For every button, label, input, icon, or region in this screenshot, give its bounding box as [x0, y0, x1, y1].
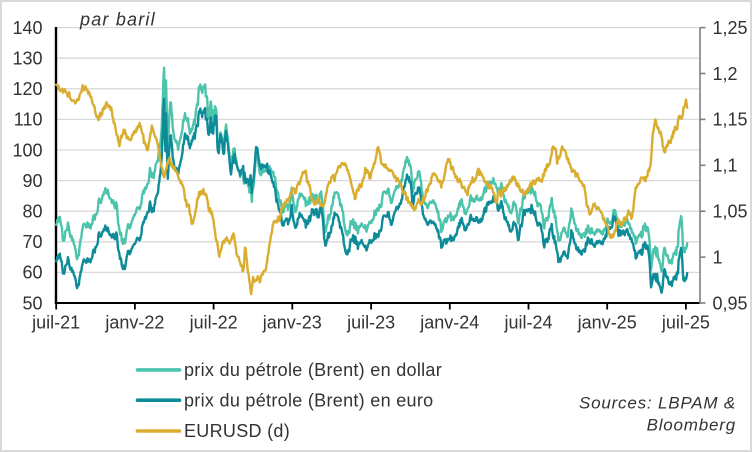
svg-text:1,2: 1,2 — [713, 64, 738, 84]
svg-text:janv-22: janv-22 — [104, 313, 164, 333]
svg-text:1,05: 1,05 — [713, 202, 748, 222]
svg-text:100: 100 — [12, 140, 42, 160]
svg-text:juil-23: juil-23 — [346, 313, 395, 333]
svg-text:Sources: LBPAM &: Sources: LBPAM & — [579, 394, 736, 413]
svg-text:EURUSD (d): EURUSD (d) — [184, 421, 290, 441]
svg-text:juil-25: juil-25 — [661, 313, 710, 333]
svg-text:110: 110 — [14, 110, 43, 130]
svg-text:1,1: 1,1 — [713, 156, 738, 176]
svg-text:80: 80 — [22, 202, 42, 222]
svg-text:Bloomberg: Bloomberg — [647, 416, 736, 435]
svg-text:juil-21: juil-21 — [31, 313, 80, 333]
svg-text:janv-25: janv-25 — [577, 313, 637, 333]
svg-text:50: 50 — [22, 293, 42, 313]
svg-text:1: 1 — [713, 247, 723, 267]
svg-text:1,15: 1,15 — [713, 110, 748, 130]
svg-text:prix du pétrole (Brent) en dol: prix du pétrole (Brent) en dollar — [184, 360, 442, 380]
svg-text:janv-24: janv-24 — [419, 313, 479, 333]
svg-text:60: 60 — [22, 263, 42, 283]
svg-text:1,25: 1,25 — [713, 18, 748, 38]
svg-text:70: 70 — [22, 232, 42, 252]
svg-text:janv-23: janv-23 — [262, 313, 322, 333]
svg-text:120: 120 — [12, 79, 42, 99]
svg-text:juil-24: juil-24 — [503, 313, 552, 333]
svg-text:prix du pétrole (Brent) en eur: prix du pétrole (Brent) en euro — [184, 390, 433, 410]
svg-text:juil-22: juil-22 — [189, 313, 238, 333]
svg-text:90: 90 — [22, 171, 42, 191]
svg-text:par baril: par baril — [79, 10, 156, 30]
svg-text:130: 130 — [12, 49, 42, 69]
svg-text:140: 140 — [12, 18, 42, 38]
svg-text:0,95: 0,95 — [713, 293, 748, 313]
